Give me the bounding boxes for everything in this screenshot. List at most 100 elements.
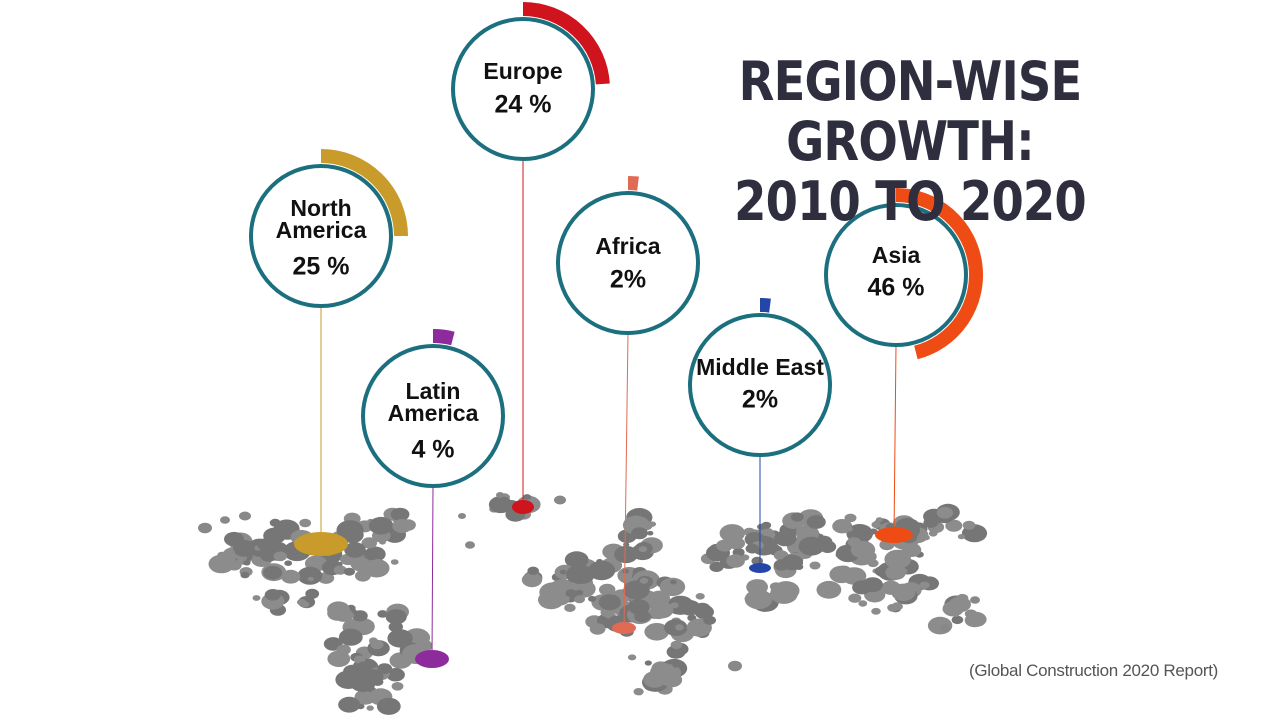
map-dot xyxy=(264,589,281,601)
region-circle xyxy=(556,191,700,335)
growth-arc xyxy=(432,328,455,346)
map-dot xyxy=(307,576,314,582)
map-dot xyxy=(414,633,425,642)
map-dot xyxy=(334,608,354,622)
map-dot xyxy=(338,696,361,713)
region-label: Middle East xyxy=(696,354,824,380)
region-marker-middle-east: Middle East 2% xyxy=(688,297,832,573)
map-dot xyxy=(957,534,966,540)
map-dot xyxy=(335,670,362,689)
map-dot xyxy=(263,565,283,580)
map-dot xyxy=(970,596,980,604)
map-dot xyxy=(392,519,412,533)
map-dot xyxy=(217,551,227,558)
map-dot xyxy=(644,660,652,666)
region-dot xyxy=(875,527,913,543)
region-value: 24 % xyxy=(495,91,552,119)
map-dot xyxy=(816,580,842,599)
title-line-2: 2010 TO 2020 xyxy=(734,170,1087,233)
map-dot xyxy=(554,495,566,505)
map-dot xyxy=(867,559,879,568)
chart-title: REGION-WISE GROWTH: 2010 TO 2020 xyxy=(643,52,1176,232)
region-label: Asia xyxy=(872,242,921,268)
map-dot xyxy=(336,644,351,655)
map-dot xyxy=(352,610,368,622)
map-dot xyxy=(559,569,567,575)
map-dot xyxy=(496,492,504,498)
region-value: 25 % xyxy=(293,253,350,281)
map-dot xyxy=(357,661,371,672)
map-dot xyxy=(841,567,867,585)
map-dot xyxy=(333,565,347,575)
region-value: 2% xyxy=(742,386,778,414)
map-dot xyxy=(368,516,394,535)
map-dot xyxy=(465,541,475,549)
region-circle xyxy=(249,164,393,308)
map-dot xyxy=(809,561,821,570)
map-dot xyxy=(361,537,378,549)
map-dot xyxy=(301,601,310,608)
map-dot xyxy=(387,629,413,648)
map-dot xyxy=(942,601,964,617)
region-marker-asia: Asia 46 % xyxy=(824,188,983,543)
growth-arc xyxy=(320,149,408,237)
region-dot xyxy=(512,500,534,514)
region-marker-africa: Africa 2% xyxy=(556,175,700,634)
map-dot xyxy=(648,590,671,607)
map-dot xyxy=(633,688,644,696)
map-dot xyxy=(650,662,676,682)
map-dot xyxy=(527,566,539,575)
map-dot xyxy=(951,615,964,625)
map-dot xyxy=(363,669,384,684)
map-dot xyxy=(716,539,733,552)
map-dot xyxy=(670,579,677,585)
map-dot xyxy=(757,523,766,530)
map-dot xyxy=(919,581,930,589)
map-dot xyxy=(521,572,543,588)
map-dot xyxy=(724,525,744,540)
map-dot xyxy=(790,512,804,522)
map-dot xyxy=(284,560,293,566)
map-dot xyxy=(965,611,987,628)
map-dot xyxy=(241,542,253,551)
region-value: 46 % xyxy=(868,274,925,302)
map-dot xyxy=(564,551,589,569)
map-dot xyxy=(305,588,320,599)
map-dot xyxy=(273,551,287,562)
region-dot xyxy=(415,650,449,668)
map-dot xyxy=(588,560,616,581)
map-dot xyxy=(338,628,363,646)
region-circle xyxy=(688,313,832,457)
map-dot xyxy=(844,526,853,532)
map-dot xyxy=(227,560,242,571)
map-dot xyxy=(564,603,576,613)
map-dot xyxy=(884,549,911,569)
region-label: North xyxy=(290,195,351,221)
map-dot xyxy=(240,571,250,579)
map-dot xyxy=(945,519,963,532)
map-dot xyxy=(644,623,669,641)
map-dot xyxy=(922,534,930,541)
map-dot xyxy=(923,517,939,528)
growth-arc xyxy=(522,2,610,85)
region-dot xyxy=(749,563,771,573)
map-dot xyxy=(299,518,312,528)
map-dot xyxy=(366,705,374,711)
map-dot xyxy=(806,515,826,529)
map-dot xyxy=(198,522,212,534)
map-dot xyxy=(377,610,388,618)
map-dot xyxy=(586,583,594,589)
map-dot xyxy=(670,602,679,609)
region-label: Europe xyxy=(483,58,562,84)
pin-line xyxy=(623,332,629,629)
map-dot xyxy=(650,601,674,619)
map-dot xyxy=(226,549,235,555)
map-dot xyxy=(666,645,686,659)
map-dot xyxy=(869,528,878,535)
map-dot xyxy=(695,593,705,600)
map-dot xyxy=(848,593,862,603)
growth-arc xyxy=(627,175,639,191)
map-dot xyxy=(769,532,776,537)
region-label: America xyxy=(276,217,367,243)
